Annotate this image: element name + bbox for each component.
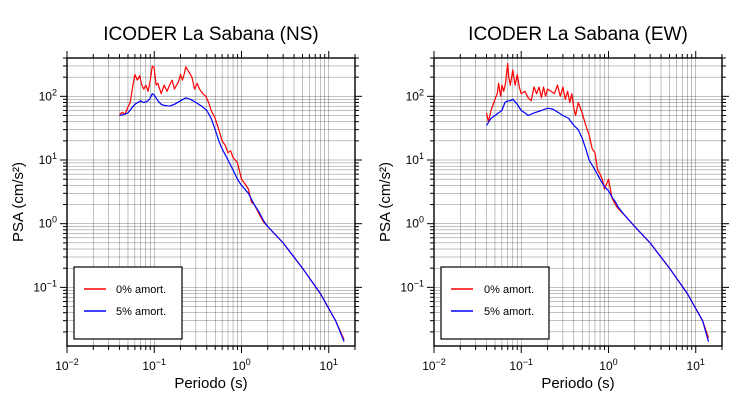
y-tick-label: 100 bbox=[39, 215, 57, 231]
series-line bbox=[485, 62, 710, 339]
y-tick-label: 10−1 bbox=[400, 278, 424, 294]
grid bbox=[66, 57, 356, 346]
series-line bbox=[485, 98, 710, 342]
series-lines bbox=[485, 62, 710, 342]
legend: 0% amort. 5% amort. bbox=[73, 266, 183, 340]
series-line bbox=[119, 65, 345, 341]
y-tick-label: 100 bbox=[406, 215, 424, 231]
plot-frame bbox=[433, 57, 723, 347]
legend-entry: 5% amort. bbox=[484, 306, 534, 318]
series-line bbox=[119, 93, 345, 342]
chart-title: ICODER La Sabana (NS) bbox=[103, 24, 318, 45]
x-tick-label: 10−2 bbox=[55, 357, 79, 373]
plot-frame bbox=[66, 57, 356, 347]
legend-box bbox=[73, 266, 183, 340]
axis-ticks: 10−2 10−1 100 101 10−1 100 101 102 bbox=[33, 51, 362, 373]
panel-ns: ICODER La Sabana (NS) 10−2 10−1 100 101 10−1… bbox=[10, 24, 362, 392]
legend-entry: 0% amort. bbox=[116, 284, 166, 296]
x-axis-label: Periodo (s) bbox=[174, 375, 247, 392]
panel-ew: ICODER La Sabana (EW) 10−2 10−1 100 101 10−1… bbox=[377, 24, 729, 392]
x-tick-label: 100 bbox=[232, 357, 250, 373]
legend: 0% amort. 5% amort. bbox=[440, 266, 550, 340]
x-tick-label: 10−1 bbox=[142, 357, 166, 373]
legend-entry: 5% amort. bbox=[116, 306, 166, 318]
y-tick-label: 101 bbox=[406, 151, 424, 167]
chart-title: ICODER La Sabana (EW) bbox=[468, 24, 688, 45]
y-tick-label: 10−1 bbox=[33, 278, 57, 294]
x-tick-label: 10−1 bbox=[509, 357, 533, 373]
y-axis-label: PSA (cm/s²) bbox=[10, 162, 27, 242]
legend-entry: 0% amort. bbox=[484, 284, 534, 296]
y-tick-label: 102 bbox=[406, 87, 424, 103]
x-tick-label: 100 bbox=[599, 357, 617, 373]
y-axis-label: PSA (cm/s²) bbox=[377, 162, 394, 242]
axis-ticks: 10−2 10−1 100 101 10−1 100 101 102 bbox=[400, 51, 729, 373]
y-tick-label: 102 bbox=[39, 87, 57, 103]
x-tick-label: 101 bbox=[320, 357, 338, 373]
legend-box bbox=[440, 266, 550, 340]
x-axis-label: Periodo (s) bbox=[541, 375, 614, 392]
series-lines bbox=[119, 65, 345, 342]
x-tick-label: 101 bbox=[687, 357, 705, 373]
y-tick-label: 101 bbox=[39, 151, 57, 167]
x-tick-label: 10−2 bbox=[422, 357, 446, 373]
